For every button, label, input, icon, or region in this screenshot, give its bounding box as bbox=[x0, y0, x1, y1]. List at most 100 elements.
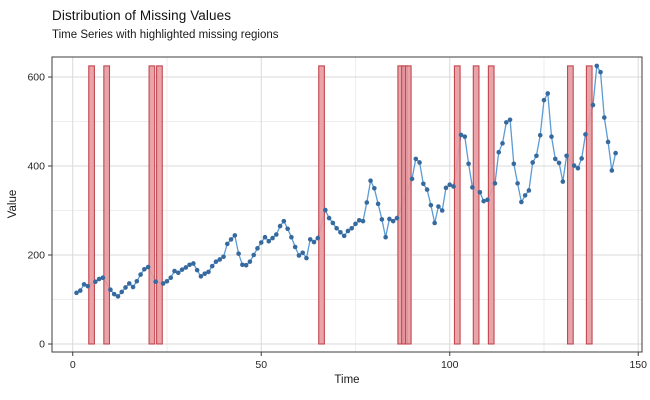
data-point bbox=[77, 288, 83, 293]
data-point bbox=[462, 134, 468, 139]
chart-title: Distribution of Missing Values bbox=[52, 8, 232, 23]
data-point bbox=[307, 237, 313, 242]
missing-region-bar bbox=[453, 65, 461, 345]
data-point bbox=[281, 218, 287, 224]
data-point bbox=[560, 179, 566, 184]
data-point bbox=[556, 160, 562, 166]
x-tick-label: 0 bbox=[70, 359, 76, 371]
data-point bbox=[439, 208, 445, 213]
missing-region-bar bbox=[103, 65, 111, 345]
data-point bbox=[545, 91, 551, 96]
data-point bbox=[311, 239, 317, 245]
data-point bbox=[168, 275, 174, 280]
data-point bbox=[602, 115, 607, 120]
data-point bbox=[537, 133, 543, 138]
y-tick-label: 0 bbox=[39, 338, 45, 350]
missing-region-bar bbox=[472, 65, 480, 345]
data-point bbox=[179, 267, 185, 272]
data-point bbox=[387, 216, 392, 222]
data-point bbox=[209, 263, 215, 269]
missing-region-bar bbox=[156, 65, 163, 345]
data-point bbox=[575, 165, 581, 171]
chart-subtitle: Time Series with highlighted missing reg… bbox=[52, 29, 279, 41]
data-point bbox=[108, 287, 113, 293]
data-point bbox=[123, 285, 128, 290]
data-point bbox=[375, 201, 381, 207]
data-point bbox=[383, 234, 388, 240]
data-point bbox=[183, 265, 189, 270]
data-point bbox=[477, 189, 483, 195]
data-point bbox=[172, 268, 177, 274]
data-point bbox=[85, 283, 91, 289]
data-point bbox=[443, 185, 449, 191]
data-point bbox=[356, 217, 362, 223]
data-point bbox=[564, 153, 569, 159]
data-point bbox=[145, 264, 151, 270]
data-point bbox=[421, 181, 426, 187]
data-point bbox=[579, 156, 584, 161]
data-point bbox=[372, 185, 377, 191]
data-point bbox=[247, 259, 253, 264]
data-point bbox=[270, 235, 275, 241]
data-point bbox=[534, 153, 539, 159]
data-point bbox=[519, 199, 524, 205]
data-point bbox=[613, 150, 618, 156]
data-point bbox=[262, 234, 268, 240]
data-point bbox=[338, 230, 343, 235]
data-point bbox=[334, 226, 339, 231]
data-point bbox=[522, 193, 528, 198]
data-point bbox=[470, 185, 475, 190]
data-point bbox=[225, 241, 230, 247]
data-point bbox=[138, 272, 143, 277]
data-point bbox=[549, 134, 554, 139]
data-point bbox=[119, 289, 125, 295]
y-tick-label: 400 bbox=[27, 161, 45, 173]
data-point bbox=[81, 282, 87, 287]
data-point bbox=[221, 254, 226, 260]
data-point bbox=[413, 156, 419, 162]
data-point bbox=[296, 253, 302, 258]
data-point bbox=[285, 226, 290, 232]
data-point bbox=[217, 257, 223, 262]
data-point bbox=[447, 182, 453, 187]
data-point bbox=[191, 261, 196, 266]
data-point bbox=[511, 161, 517, 167]
data-point bbox=[289, 234, 294, 240]
data-point bbox=[213, 259, 219, 264]
data-point bbox=[485, 197, 490, 203]
missing-region-bar bbox=[318, 65, 325, 345]
data-point bbox=[507, 117, 513, 123]
data-point bbox=[206, 269, 211, 275]
data-point bbox=[496, 149, 502, 155]
data-point bbox=[466, 161, 471, 167]
data-point bbox=[323, 207, 328, 213]
data-point bbox=[274, 232, 279, 237]
data-point bbox=[315, 235, 321, 241]
data-point bbox=[115, 294, 121, 299]
missing-region-bar bbox=[404, 65, 412, 345]
data-point bbox=[349, 226, 355, 231]
x-tick-label: 150 bbox=[629, 359, 647, 371]
data-point bbox=[345, 228, 351, 234]
data-point bbox=[236, 251, 241, 256]
data-point bbox=[243, 262, 249, 268]
data-point bbox=[492, 181, 498, 186]
data-point bbox=[142, 266, 147, 272]
data-point bbox=[100, 275, 106, 280]
data-point bbox=[500, 141, 505, 146]
data-point bbox=[202, 271, 207, 276]
x-axis-label: Time bbox=[334, 374, 360, 386]
data-point bbox=[304, 255, 309, 261]
data-point bbox=[74, 290, 79, 296]
data-point bbox=[164, 278, 170, 284]
data-point bbox=[111, 291, 117, 297]
data-point bbox=[598, 69, 603, 75]
data-point bbox=[503, 120, 509, 125]
data-point bbox=[126, 281, 132, 286]
missing-region-bar bbox=[88, 65, 95, 345]
data-point bbox=[590, 102, 596, 108]
data-point bbox=[228, 237, 234, 242]
plot-background bbox=[52, 57, 642, 352]
